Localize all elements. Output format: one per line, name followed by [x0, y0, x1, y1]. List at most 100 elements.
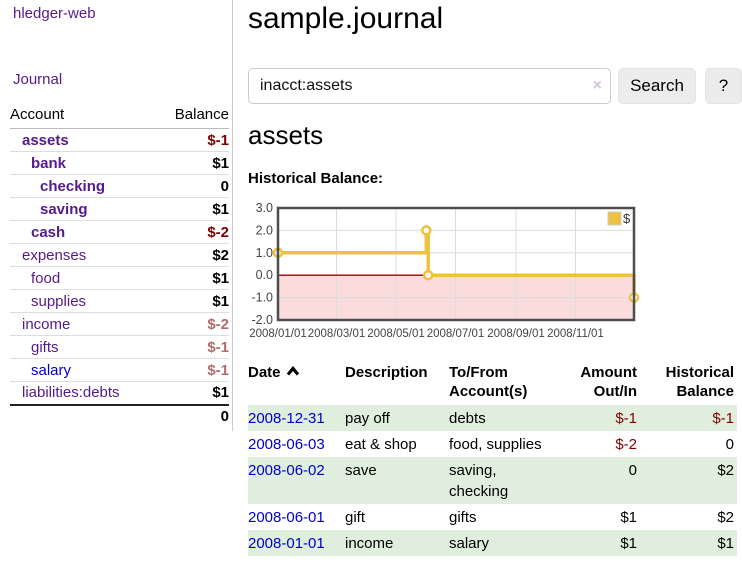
x-axis-tick-label: 2008/09/01: [487, 328, 545, 340]
account-link[interactable]: saving: [40, 200, 88, 218]
clear-search-icon[interactable]: ×: [592, 77, 602, 94]
transaction-description-cell: save: [345, 462, 377, 479]
help-button[interactable]: ?: [705, 68, 742, 104]
account-link[interactable]: assets: [22, 131, 69, 149]
search-button[interactable]: Search: [618, 68, 696, 104]
sidebar: hledger-web Journal Account Balance asse…: [0, 0, 233, 431]
transaction-amount-cell: $1: [620, 535, 637, 552]
y-axis-tick-label: -1.0: [251, 291, 273, 305]
transaction-row: 2008-01-01 income salary $1 $1: [248, 530, 737, 556]
x-axis-tick-label: 2008/05/01: [367, 328, 425, 340]
transaction-balance-cell: $-1: [712, 410, 734, 427]
register-table: Date Description To/From Account(s) Amount Ou…: [248, 360, 737, 556]
account-balance: $1: [212, 200, 229, 218]
transaction-row: 2008-06-02 save saving, checking 0 $2: [248, 457, 737, 504]
transaction-date-link[interactable]: 2008-06-01: [248, 509, 325, 526]
x-axis-tick-label: 2008/07/01: [427, 328, 485, 340]
account-row: liabilities:debts $1: [10, 382, 229, 405]
transaction-date-cell: 2008-01-01: [248, 530, 345, 556]
column-header-description: Description: [345, 364, 428, 381]
legend-swatch: [607, 211, 622, 226]
transaction-description-cell: gift: [345, 509, 366, 526]
balance-column-header: Balance: [174, 106, 229, 123]
column-header-date[interactable]: Date: [248, 360, 345, 405]
data-point-marker: [422, 269, 434, 281]
accounts-total-row: 0: [10, 404, 229, 428]
transaction-accounts-cell: debts: [449, 410, 486, 427]
account-row: saving $1: [10, 198, 229, 221]
transaction-amount-cell: $-1: [615, 410, 637, 427]
account-row: salary $-1: [10, 359, 229, 382]
account-link[interactable]: cash: [31, 223, 66, 241]
transaction-accounts-cell: saving, checking: [449, 462, 509, 500]
transaction-date-cell: 2008-06-01: [248, 504, 345, 530]
account-row: assets $-1: [10, 129, 229, 152]
transaction-row: 2008-12-31 pay off debts $-1 $-1: [248, 405, 737, 431]
transaction-amount-cell: $1: [620, 509, 637, 526]
account-row: checking 0: [10, 175, 229, 198]
register-table-header: Date Description To/From Account(s) Amount Ou…: [248, 360, 737, 405]
account-link[interactable]: income: [22, 315, 71, 333]
x-axis-tick-label: 2008/01/01: [249, 328, 307, 340]
y-axis-tick-label: 1.0: [256, 246, 273, 260]
account-link[interactable]: supplies: [31, 292, 87, 310]
account-balance: $1: [212, 384, 229, 402]
transaction-date-link[interactable]: 2008-12-31: [248, 410, 325, 427]
account-link[interactable]: expenses: [22, 246, 87, 264]
transaction-description-cell: pay off: [345, 410, 390, 427]
account-link[interactable]: checking: [40, 177, 106, 195]
account-row: income $-2: [10, 313, 229, 336]
transaction-accounts-cell: gifts: [449, 509, 477, 526]
search-input[interactable]: [248, 68, 611, 104]
y-axis-tick-label: 2.0: [256, 223, 273, 237]
column-header-amount: Amount Out/In: [580, 364, 637, 400]
transaction-date-cell: 2008-06-03: [248, 431, 345, 457]
account-balance: $1: [212, 269, 229, 287]
transaction-date-link[interactable]: 2008-06-02: [248, 462, 325, 479]
account-row: expenses $2: [10, 244, 229, 267]
plot-border: [276, 206, 636, 322]
transaction-amount-cell: 0: [628, 462, 637, 479]
app-title-link[interactable]: hledger-web: [13, 5, 96, 22]
account-balance: $-1: [207, 338, 229, 356]
transaction-date-cell: 2008-12-31: [248, 405, 345, 431]
transaction-date-link[interactable]: 2008-06-03: [248, 436, 325, 453]
accounts-total-value: 0: [220, 408, 229, 425]
account-balance: $-2: [207, 315, 229, 333]
account-balance: $2: [212, 246, 229, 264]
search-input-wrap: ×: [248, 68, 611, 104]
account-link[interactable]: food: [31, 269, 61, 287]
transaction-description-cell: eat & shop: [345, 436, 417, 453]
transaction-date-cell: 2008-06-02: [248, 457, 345, 504]
transaction-description-cell: income: [345, 535, 394, 552]
account-column-header: Account: [10, 106, 65, 123]
sidebar-item-journal[interactable]: Journal: [13, 71, 63, 88]
account-row: cash $-2: [10, 221, 229, 244]
transaction-amount-cell: $-2: [615, 436, 637, 453]
account-balance: $-1: [207, 131, 229, 149]
main-content: sample.journal × Search ? assets Histori…: [248, 0, 742, 582]
account-balance: $-1: [207, 361, 229, 379]
historical-balance-chart: $3.0 2.0 1.0 0.0 -1.0 -2.0 2008/01/01 2008/03/0…: [244, 201, 742, 346]
account-link[interactable]: salary: [31, 361, 72, 379]
account-row: food $1: [10, 267, 229, 290]
y-axis-tick-label: 0.0: [256, 268, 273, 282]
account-row: supplies $1: [10, 290, 229, 313]
account-link[interactable]: gifts: [31, 338, 59, 356]
legend-label: $: [623, 211, 631, 226]
transaction-balance-cell: 0: [725, 436, 734, 453]
y-axis-tick-label: 3.0: [256, 201, 273, 215]
account-row: bank $1: [10, 152, 229, 175]
chart-label: Historical Balance:: [248, 170, 384, 187]
register-table-body: 2008-12-31 pay off debts $-1 $-1 2008-06-03 ea…: [248, 405, 737, 556]
accounts-table: Account Balance assets $-1 bank $1 checking 0…: [10, 103, 229, 428]
account-balance: $1: [212, 154, 229, 172]
transaction-balance-cell: $1: [717, 535, 734, 552]
search-form: × Search ?: [248, 68, 742, 104]
column-header-tofrom: To/From Account(s): [449, 364, 528, 400]
x-axis-tick-label: 2008/03/01: [308, 328, 366, 340]
account-link[interactable]: bank: [31, 154, 67, 172]
account-link[interactable]: liabilities:debts: [22, 384, 120, 402]
transaction-date-link[interactable]: 2008-01-01: [248, 535, 325, 552]
